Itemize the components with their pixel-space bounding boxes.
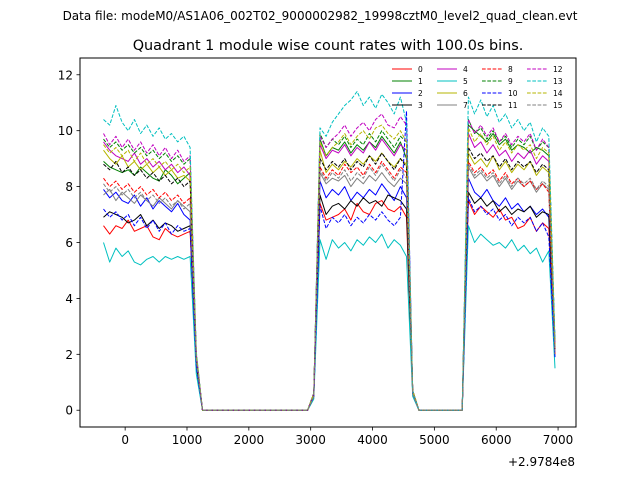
x-tick-label: 2000 [234, 433, 265, 447]
y-tick-label: 12 [58, 68, 73, 82]
legend-label-module-0: 0 [418, 65, 423, 74]
x-tick-label: 4000 [357, 433, 388, 447]
legend-label-module-5: 5 [463, 77, 468, 86]
legend-label-module-1: 1 [418, 77, 423, 86]
x-tick-label: 5000 [419, 433, 450, 447]
legend-label-module-13: 13 [553, 77, 563, 86]
legend-label-module-6: 6 [463, 89, 468, 98]
legend-label-module-4: 4 [463, 65, 468, 74]
y-tick-label: 10 [58, 124, 73, 138]
y-tick-label: 4 [65, 292, 73, 306]
y-tick-label: 0 [65, 404, 73, 418]
series-line-module-12 [103, 113, 556, 411]
legend-label-module-15: 15 [553, 101, 563, 110]
legend-label-module-2: 2 [418, 89, 423, 98]
x-axis: 0 1000 2000 3000 4000 5000 6000 7000 [121, 427, 573, 447]
x-tick-label: 1000 [172, 433, 203, 447]
x-tick-label: 7000 [543, 433, 574, 447]
series-line-module-5 [103, 225, 556, 411]
series-line-module-8 [103, 160, 556, 411]
legend-label-module-3: 3 [418, 101, 423, 110]
series-line-module-14 [103, 124, 556, 411]
series-line-module-0 [103, 200, 556, 411]
series-line-module-6 [103, 149, 556, 411]
series-layer [103, 91, 556, 411]
chart-title: Quadrant 1 module wise count rates with … [133, 38, 524, 54]
legend-label-module-12: 12 [553, 65, 563, 74]
series-line-module-3 [103, 191, 556, 411]
x-tick-label: 0 [121, 433, 129, 447]
legend-label-module-7: 7 [463, 101, 468, 110]
x-tick-label: 3000 [295, 433, 326, 447]
y-tick-label: 2 [65, 348, 73, 362]
x-offset-text: +2.9784e8 [508, 455, 575, 469]
series-line-module-15 [103, 163, 556, 411]
series-line-module-13 [103, 91, 556, 411]
legend-label-module-11: 11 [508, 101, 518, 110]
y-tick-label: 6 [65, 236, 73, 250]
x-tick-label: 6000 [481, 433, 512, 447]
legend-label-module-8: 8 [508, 65, 513, 74]
plot-area: 0 1000 2000 3000 4000 5000 6000 7000 024681012 … [58, 57, 577, 469]
y-tick-label: 8 [65, 180, 73, 194]
figure-suptitle: Data file: modeM0/AS1A06_002T02_90000029… [63, 9, 578, 23]
legend-label-module-14: 14 [553, 89, 563, 98]
legend-label-module-10: 10 [508, 89, 518, 98]
series-line-module-4 [103, 133, 556, 411]
legend-label-module-9: 9 [508, 77, 513, 86]
series-line-module-2 [103, 177, 556, 411]
series-line-module-11 [103, 147, 556, 411]
y-axis: 0 2 4 6 8 10 12 [58, 68, 80, 418]
